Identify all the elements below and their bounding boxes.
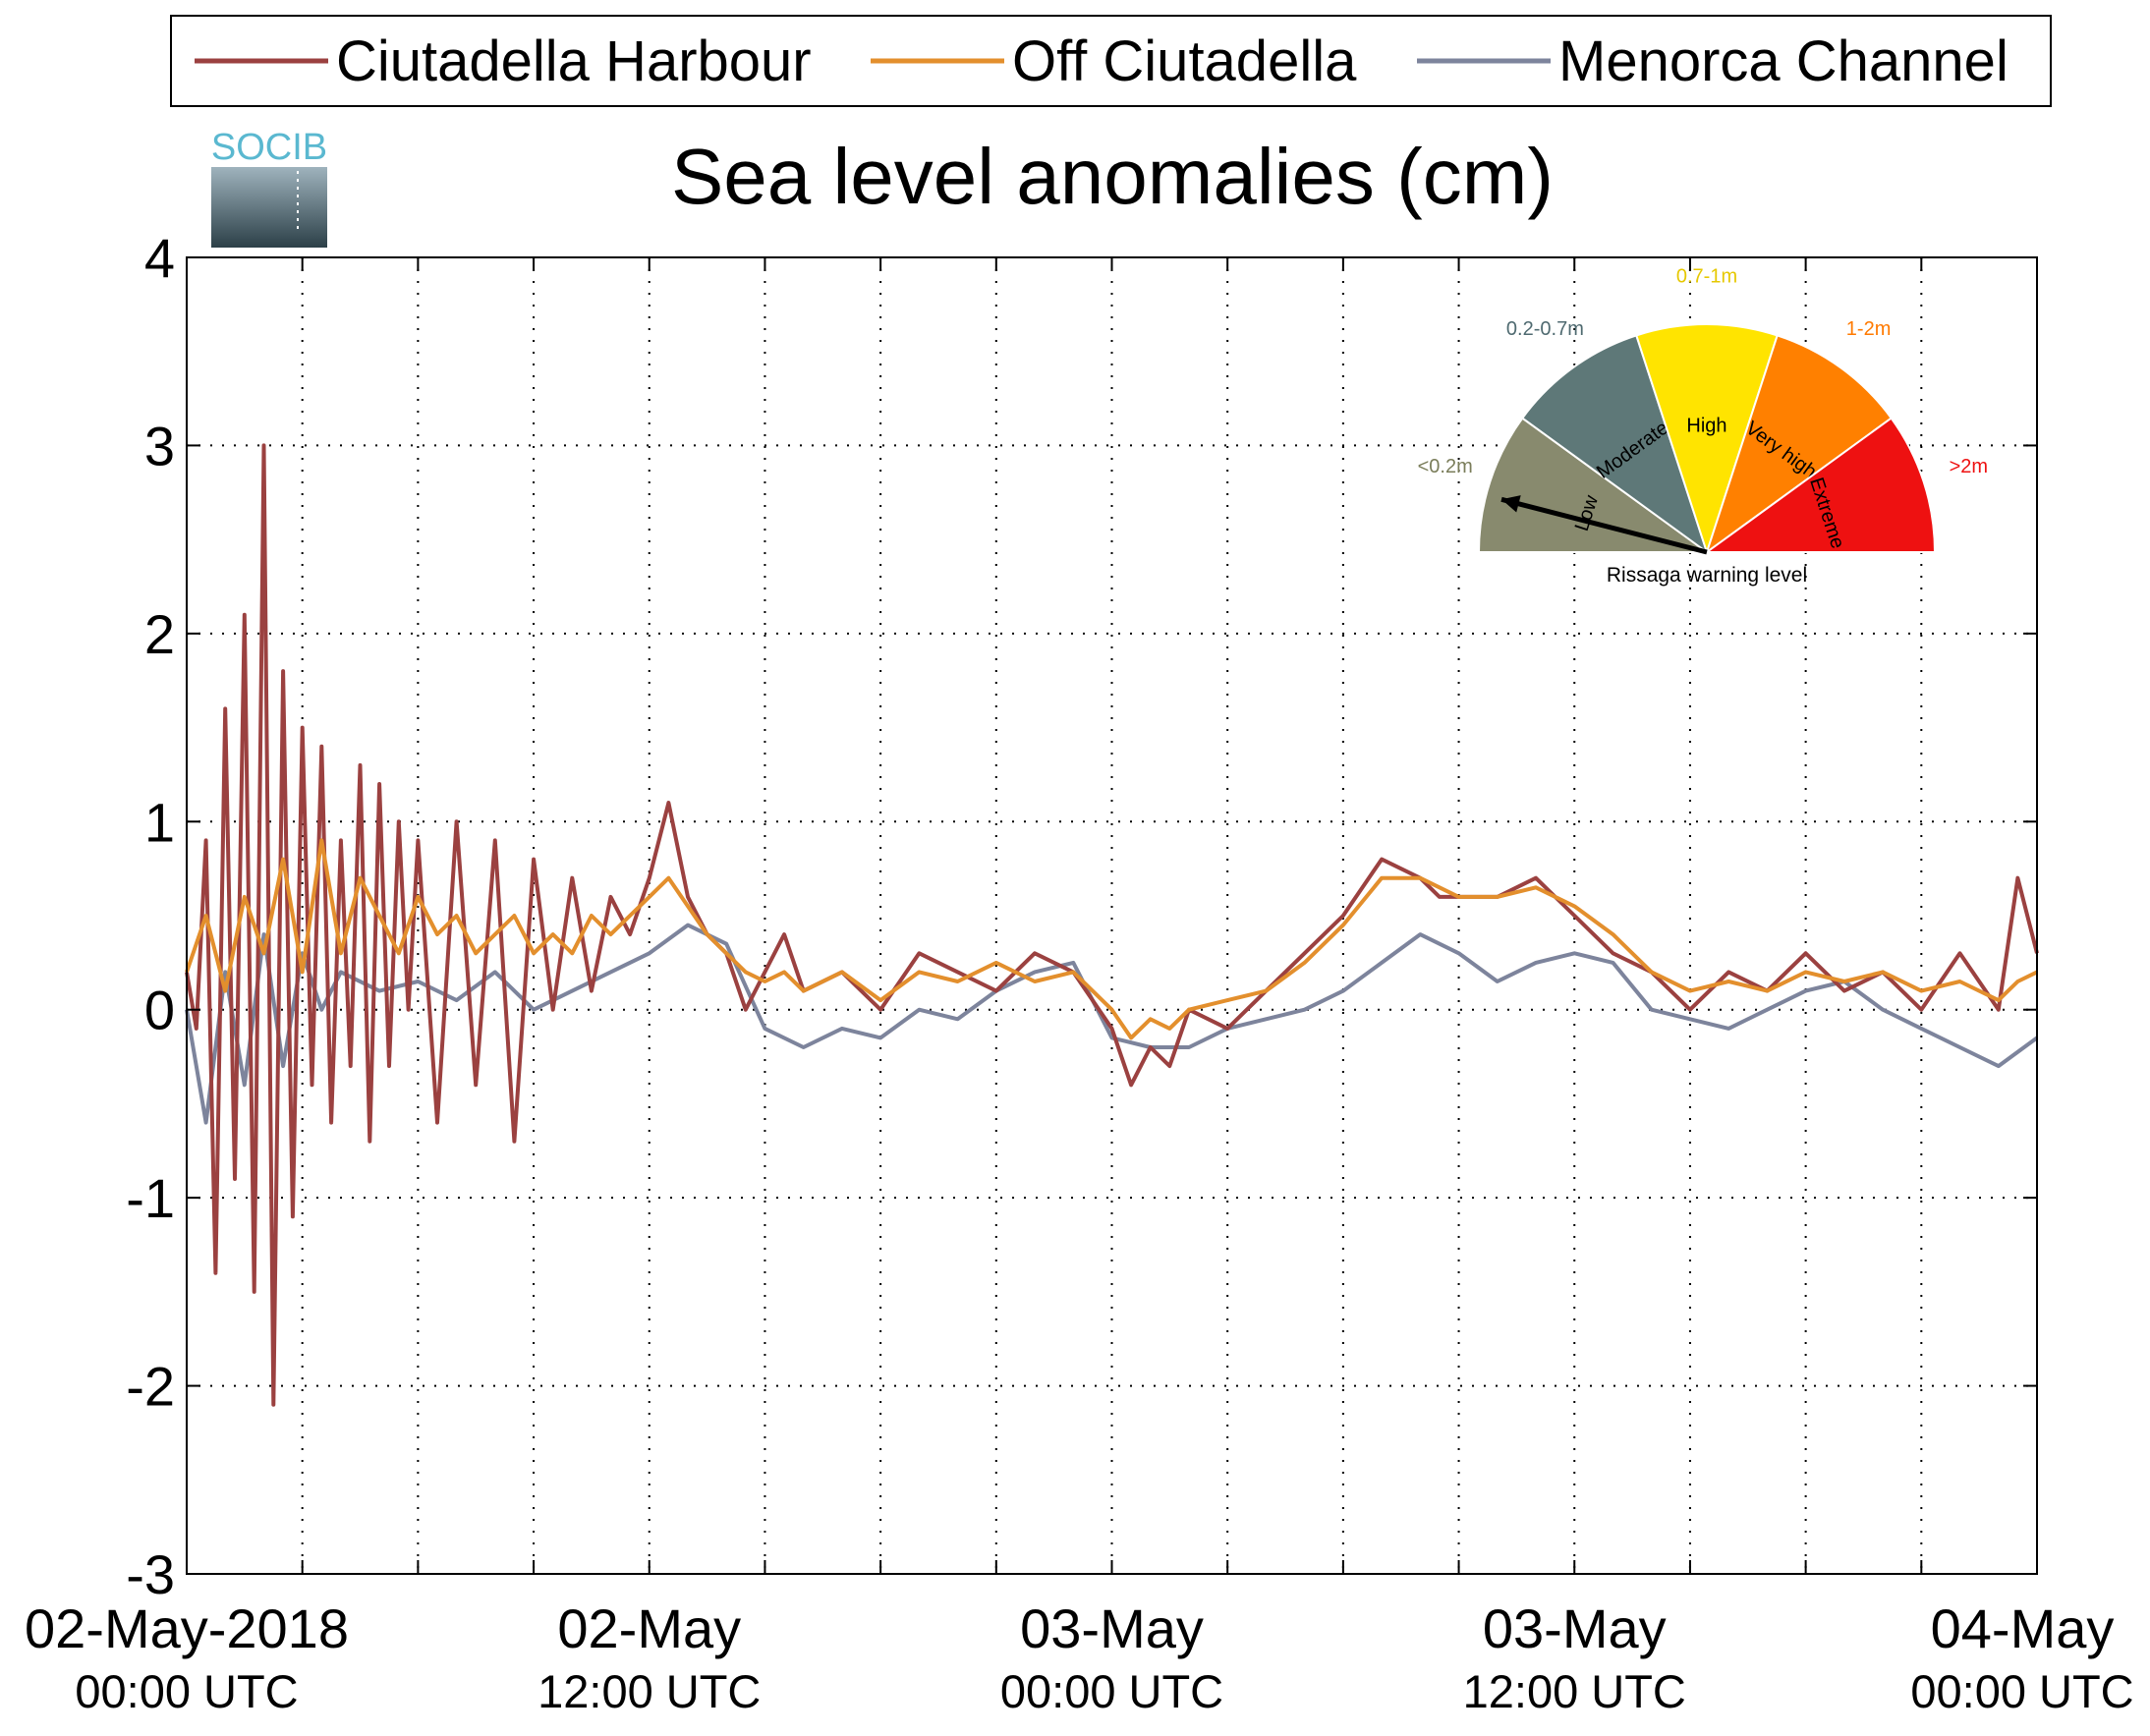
gauge-needle <box>1500 496 1708 555</box>
x-tick-label-date: 04-May <box>1931 1597 2115 1659</box>
legend: Ciutadella Harbour Off Ciutadella Menorca … <box>170 15 2052 107</box>
y-tick-label: 0 <box>144 980 175 1041</box>
gauge-range-label: 0.2-0.7m <box>1506 318 1584 340</box>
gauge-segment <box>1703 417 1937 553</box>
y-tick-label: -1 <box>126 1167 175 1229</box>
y-tick-label: -2 <box>126 1356 175 1418</box>
y-tick-label: 3 <box>144 415 175 476</box>
series-line <box>185 838 2038 1040</box>
gauge-footer: Rissaga warning level <box>1607 564 1807 587</box>
y-tick-label: -3 <box>126 1543 175 1605</box>
x-tick-label-time: 12:00 UTC <box>538 1665 761 1717</box>
gauge-range-label: 0.7-1m <box>1676 265 1737 287</box>
x-tick-label-time: 12:00 UTC <box>1463 1665 1686 1717</box>
series-layer <box>185 443 2039 1407</box>
logo-gradient-block <box>211 167 327 248</box>
x-tick-label-date: 03-May <box>1020 1597 1204 1659</box>
chart-title: Sea level anomalies (cm) <box>671 133 1554 220</box>
socib-logo: SOCIB <box>211 127 327 248</box>
x-tick-label-time: 00:00 UTC <box>75 1665 298 1717</box>
y-tick-label: 2 <box>144 603 175 665</box>
axis-ticks <box>186 256 2038 1575</box>
gauge-segment <box>1705 334 1894 555</box>
legend-box <box>170 15 2052 107</box>
x-tick-labels: 02-May-2018 00:00 UTC 02-May 12:00 UTC 03-Ma… <box>25 1597 2134 1717</box>
y-tick-labels: -3 -2 -1 0 1 2 3 4 <box>126 227 175 1605</box>
legend-label: Off Ciutadella <box>1012 29 1357 93</box>
gauge-needle-head <box>1501 495 1521 513</box>
grid <box>187 257 2037 1574</box>
legend-label: Ciutadella Harbour <box>336 29 812 93</box>
gauge-segment <box>1520 334 1709 555</box>
x-tick-label-time: 00:00 UTC <box>1910 1665 2133 1717</box>
x-tick-label-date: 02-May-2018 <box>25 1597 349 1659</box>
gauge-segment-label: High <box>1686 416 1726 437</box>
gauge-segment <box>1477 417 1711 553</box>
gauge-range-label: 1-2m <box>1846 318 1892 340</box>
gauge-segment <box>1635 323 1779 556</box>
y-tick-label: 1 <box>144 791 175 853</box>
x-tick-label-date: 03-May <box>1483 1597 1667 1659</box>
y-tick-label: 4 <box>144 227 175 289</box>
gauge-range-label: <0.2m <box>1418 456 1473 477</box>
legend-label: Menorca Channel <box>1558 29 2009 93</box>
logo-text: SOCIB <box>211 127 327 168</box>
gauge-range-label: >2m <box>1950 456 1988 477</box>
x-tick-label-time: 00:00 UTC <box>1000 1665 1223 1717</box>
x-tick-label-date: 02-May <box>557 1597 741 1659</box>
